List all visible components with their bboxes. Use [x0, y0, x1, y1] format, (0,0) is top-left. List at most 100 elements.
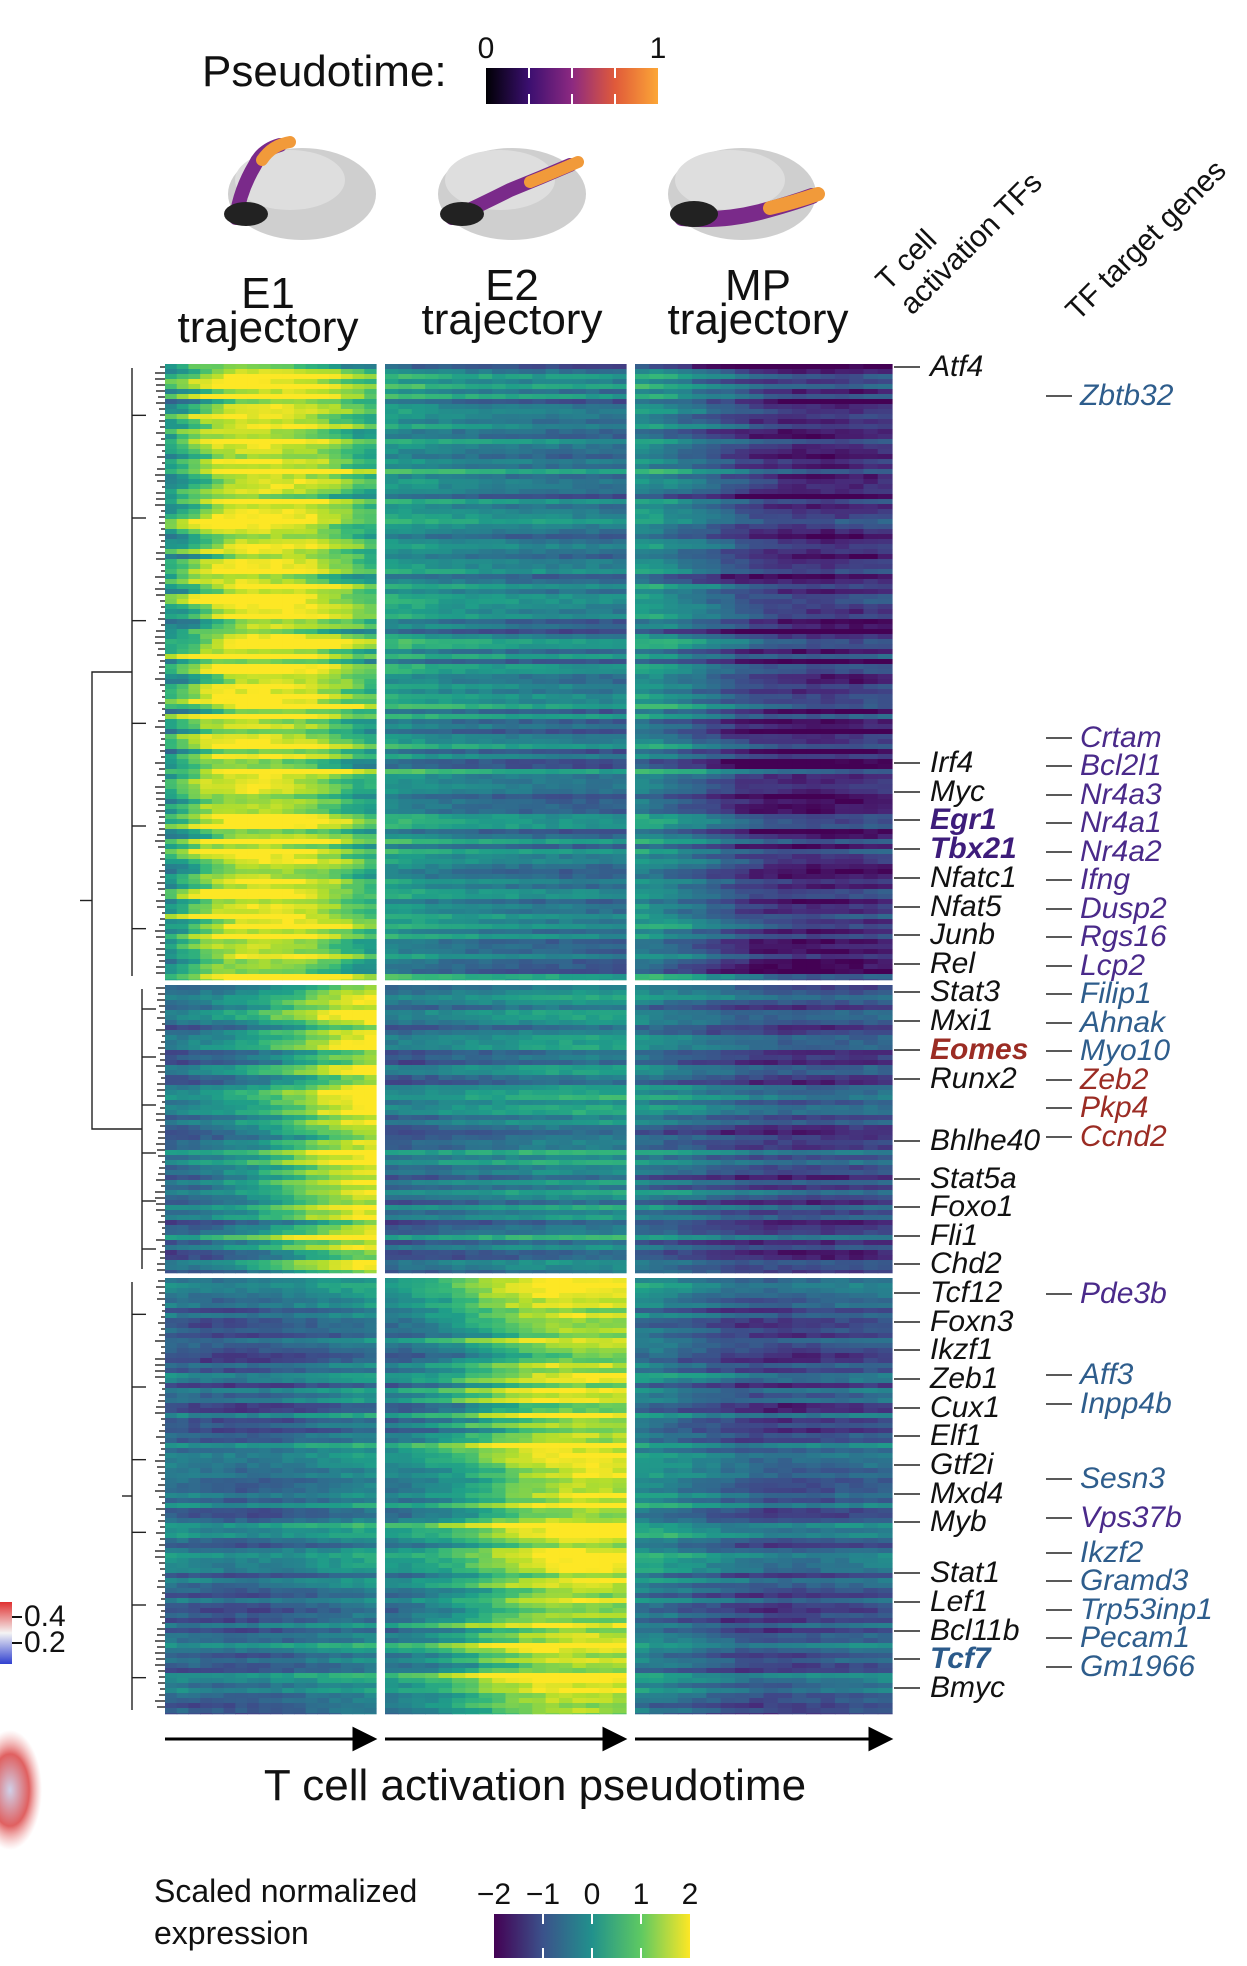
heatmap-cell — [305, 364, 318, 370]
heatmap-cell — [559, 474, 574, 480]
heatmap-cell — [293, 789, 307, 795]
heatmap-cell — [572, 534, 587, 540]
heatmap-cell — [247, 439, 260, 445]
heatmap-cell — [849, 629, 865, 635]
heatmap-cell — [792, 469, 807, 475]
heatmap-cell — [235, 589, 248, 595]
heatmap-cell — [532, 409, 547, 415]
heatmap-cell — [834, 819, 850, 825]
heatmap-cell — [451, 769, 466, 775]
heatmap-cell — [465, 384, 480, 390]
heatmap-cell — [200, 669, 213, 675]
heatmap-cell — [247, 774, 260, 780]
heatmap-cell — [635, 819, 650, 825]
heatmap-cell — [635, 469, 650, 475]
heatmap-cell — [545, 709, 560, 715]
heatmap-cell — [820, 444, 836, 450]
heatmap-cell — [834, 739, 850, 745]
heatmap-cell — [863, 784, 879, 790]
heatmap-cell — [293, 574, 307, 580]
heatmap-cell — [834, 609, 850, 615]
heatmap-cell — [505, 384, 520, 390]
pseudotime-legend-title: Pseudotime: — [202, 47, 447, 96]
heatmap-cell — [820, 474, 836, 480]
heatmap-cell — [329, 614, 342, 620]
heatmap-cell — [734, 559, 750, 565]
heatmap-cell — [877, 364, 893, 370]
heatmap-cell — [211, 819, 225, 825]
heatmap-cell — [532, 514, 547, 520]
heatmap-cell — [425, 569, 440, 575]
heatmap-cell — [223, 689, 236, 695]
heatmap-cell — [649, 514, 665, 520]
heatmap-cell — [340, 704, 354, 710]
heatmap-cell — [451, 704, 466, 710]
heatmap-cell — [451, 779, 466, 785]
heatmap-cell — [352, 564, 365, 570]
heatmap-cell — [200, 554, 213, 560]
heatmap-cell — [863, 614, 879, 620]
heatmap-cell — [352, 704, 365, 710]
heatmap-cell — [451, 684, 466, 690]
heatmap-cell — [200, 709, 213, 715]
heatmap-cell — [677, 419, 693, 425]
heatmap-cell — [806, 554, 822, 560]
heatmap-cell — [317, 799, 330, 805]
heatmap-cell — [165, 639, 178, 645]
heatmap-cell — [749, 699, 765, 705]
heatmap-cell — [518, 714, 533, 720]
heatmap-cell — [720, 749, 736, 755]
heatmap-cell — [806, 744, 822, 750]
heatmap-cell — [492, 604, 507, 610]
heatmap-cell — [411, 774, 426, 780]
heatmap-cell — [270, 784, 283, 790]
heatmap-cell — [465, 564, 480, 570]
heatmap-cell — [863, 469, 879, 475]
heatmap-cell — [247, 809, 260, 815]
heatmap-cell — [820, 589, 836, 595]
heatmap-cell — [532, 614, 547, 620]
heatmap-cell — [438, 649, 453, 655]
heatmap-cell — [425, 409, 440, 415]
heatmap-cell — [200, 704, 213, 710]
heatmap-cell — [398, 664, 413, 670]
heatmap-cell — [532, 639, 547, 645]
heatmap-cell — [749, 499, 765, 505]
heatmap-cell — [820, 499, 836, 505]
heatmap-cell — [293, 564, 307, 570]
heatmap-cell — [763, 659, 779, 665]
heatmap-cell — [364, 529, 377, 535]
heatmap-cell — [385, 504, 399, 510]
heatmap-cell — [188, 494, 201, 500]
heatmap-cell — [492, 619, 507, 625]
heatmap-cell — [329, 704, 342, 710]
heatmap-cell — [505, 559, 520, 565]
heatmap-cell — [340, 594, 354, 600]
heatmap-cell — [777, 419, 793, 425]
heatmap-cell — [425, 509, 440, 515]
heatmap-cell — [223, 714, 236, 720]
heatmap-cell — [282, 759, 295, 765]
heatmap-cell — [293, 729, 307, 735]
heatmap-cell — [518, 634, 533, 640]
heatmap-cell — [545, 614, 560, 620]
heatmap-cell — [352, 464, 365, 470]
heatmap-cell — [305, 639, 318, 645]
heatmap-cell — [364, 639, 377, 645]
heatmap-cell — [305, 399, 318, 405]
heatmap-cell — [451, 739, 466, 745]
heatmap-cell — [352, 759, 365, 765]
heatmap-cell — [176, 374, 190, 380]
heatmap-cell — [188, 539, 201, 545]
heatmap-cell — [505, 699, 520, 705]
heatmap-cell — [200, 589, 213, 595]
heatmap-cell — [518, 744, 533, 750]
heatmap-cell — [364, 419, 377, 425]
heatmap-cell — [352, 699, 365, 705]
heatmap-cell — [364, 794, 377, 800]
heatmap-cell — [692, 624, 707, 630]
heatmap-cell — [451, 384, 466, 390]
heatmap-cell — [599, 744, 614, 750]
heatmap-cell — [505, 589, 520, 595]
heatmap-cell — [364, 724, 377, 730]
